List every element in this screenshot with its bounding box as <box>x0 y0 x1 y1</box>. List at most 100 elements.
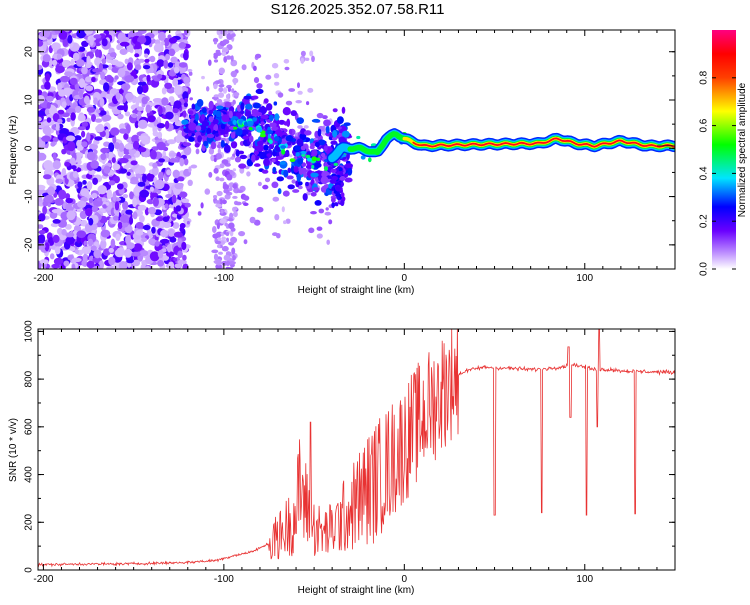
noise-blob <box>47 186 55 195</box>
turbulent-blob <box>244 96 252 100</box>
snr-y-tick-label: 600 <box>24 418 35 435</box>
noise-blob <box>135 168 140 174</box>
noise-blob <box>125 143 134 149</box>
noise-blob <box>163 60 168 69</box>
noise-blob <box>139 250 148 256</box>
noise-blob <box>184 158 189 165</box>
noise-blob <box>91 245 97 251</box>
turbulent-blob <box>251 154 255 162</box>
noise-blob <box>146 105 151 114</box>
turbulent-blob <box>345 163 353 168</box>
noise-blob <box>106 94 111 99</box>
noise-blob <box>317 233 323 238</box>
noise-blob <box>233 168 236 171</box>
noise-blob <box>70 247 75 252</box>
turbulent-blob <box>333 108 338 112</box>
noise-blob <box>61 229 66 236</box>
noise-blob <box>216 259 222 266</box>
noise-blob <box>230 156 235 160</box>
noise-blob <box>165 121 169 129</box>
track-hot-spot <box>295 152 299 157</box>
noise-blob <box>120 42 130 47</box>
noise-blob <box>220 219 227 224</box>
noise-blob <box>208 60 212 66</box>
turbulent-blob <box>214 124 218 131</box>
track-hot-spot <box>274 136 279 141</box>
noise-blob <box>81 131 85 138</box>
noise-blob <box>66 135 75 141</box>
turbulent-blob <box>240 155 248 159</box>
turbulent-blob <box>263 158 270 166</box>
noise-blob <box>95 125 104 132</box>
turbulent-blob <box>286 135 294 142</box>
turbulent-blob <box>255 112 262 116</box>
noise-blob <box>114 142 120 149</box>
noise-blob <box>67 141 75 151</box>
snr-x-label: Height of straight line (km) <box>298 585 415 596</box>
turbulent-blob <box>216 111 222 118</box>
noise-blob <box>226 55 232 59</box>
noise-blob <box>39 230 46 234</box>
turbulent-blob <box>184 102 188 107</box>
noise-blob <box>137 107 145 112</box>
noise-blob <box>120 123 126 128</box>
turbulent-blob <box>213 119 219 125</box>
turbulent-blob <box>272 167 276 173</box>
noise-blob <box>155 180 165 190</box>
turbulent-blob <box>211 141 216 149</box>
noise-blob <box>77 181 82 188</box>
noise-blob <box>201 202 204 208</box>
noise-blob <box>79 47 85 51</box>
track-hot-spot <box>233 127 237 130</box>
turbulent-blob <box>323 119 331 126</box>
noise-blob <box>218 84 224 87</box>
noise-blob <box>111 239 116 249</box>
noise-blob <box>295 100 302 103</box>
turbulent-blob <box>269 115 274 121</box>
noise-blob <box>234 207 238 211</box>
noise-blob <box>45 109 49 116</box>
noise-blob <box>181 198 189 203</box>
noise-blob <box>222 200 227 205</box>
noise-blob <box>149 64 153 73</box>
noise-blob <box>113 164 121 171</box>
spectrogram-y-tick-label: 0 <box>24 145 35 151</box>
noise-blob <box>118 222 123 229</box>
noise-blob <box>102 115 112 122</box>
noise-blob <box>309 51 313 57</box>
spectrogram-y-tick-label: 20 <box>24 46 35 58</box>
turbulent-blob <box>269 122 277 127</box>
noise-blob <box>211 250 218 254</box>
track-hot-spot <box>311 165 314 169</box>
noise-blob <box>168 262 174 270</box>
noise-blob <box>173 170 180 179</box>
noise-blob <box>46 96 54 102</box>
noise-blob <box>292 179 296 183</box>
noise-blob <box>282 206 285 212</box>
noise-blob <box>58 190 66 200</box>
noise-blob <box>158 132 163 139</box>
track-hot-spot <box>356 136 360 139</box>
noise-blob <box>95 118 102 122</box>
turbulent-blob <box>238 163 246 168</box>
turbulent-blob <box>272 159 276 163</box>
turbulent-blob <box>294 166 299 173</box>
noise-blob <box>52 60 57 67</box>
noise-blob <box>220 163 225 168</box>
turbulent-blob <box>305 182 309 186</box>
noise-blob <box>158 250 164 259</box>
noise-blob <box>214 155 217 158</box>
noise-blob <box>208 172 212 178</box>
spectrogram-x-tick-label: -200 <box>33 273 53 284</box>
turbulent-blob <box>330 179 336 184</box>
noise-blob <box>157 123 165 128</box>
noise-blob <box>112 157 116 163</box>
noise-blob <box>83 254 88 263</box>
noise-blob <box>92 68 101 72</box>
noise-blob <box>243 195 249 200</box>
noise-blob <box>144 59 149 63</box>
noise-blob <box>206 86 209 91</box>
noise-blob <box>158 158 165 162</box>
noise-blob <box>307 88 313 93</box>
noise-blob <box>103 204 107 208</box>
